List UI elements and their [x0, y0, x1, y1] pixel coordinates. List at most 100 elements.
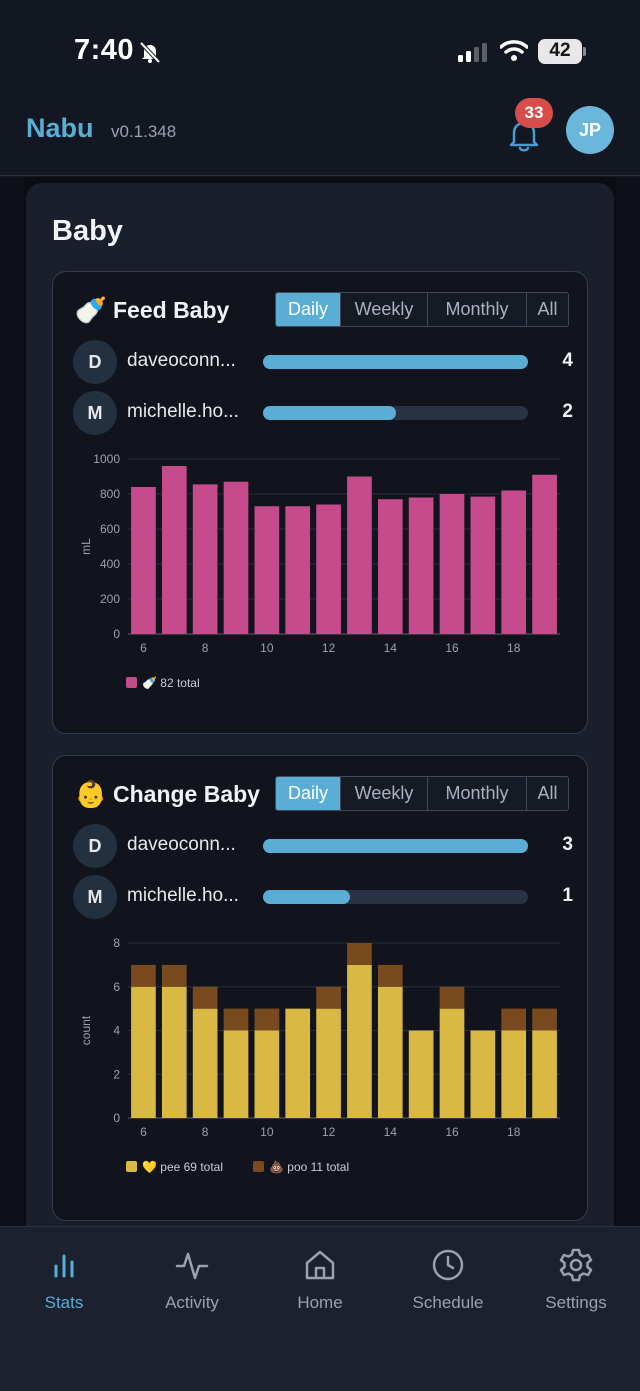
bar: [192, 484, 218, 634]
bar: [161, 964, 187, 987]
user-name: michelle.ho...: [127, 885, 239, 906]
bar: [131, 964, 156, 987]
nav-label: Stats: [44, 1293, 84, 1312]
user-avatar[interactable]: JP: [566, 106, 614, 154]
change-stacked-bar-chart: 0 2 4 6 8 count 6 8 10 12 14 16 18 💛 pee 69 total 💩 po…: [79, 936, 560, 1174]
legend-swatch: [126, 677, 137, 688]
bar: [532, 1008, 557, 1031]
user-initial-avatar: D: [73, 824, 117, 868]
bar: [532, 474, 557, 634]
bar: [470, 496, 496, 634]
bar: [192, 986, 218, 1009]
user-progress-fill: [263, 890, 351, 904]
app-version: v0.1.348: [111, 122, 177, 141]
bar: [501, 1008, 527, 1031]
nav-stats[interactable]: Stats: [0, 1245, 128, 1315]
tab-daily[interactable]: Daily: [276, 293, 341, 326]
y-tick-label: 200: [100, 592, 120, 606]
activity-icon: [175, 1252, 209, 1280]
baby-section-card: Baby 🍼 Feed Baby Daily Weekly Monthly Al…: [26, 183, 614, 1226]
x-tick-label: 12: [322, 1125, 336, 1139]
bar: [347, 964, 372, 1118]
x-tick-label: 14: [384, 1125, 398, 1139]
gear-icon: [559, 1248, 593, 1282]
x-tick-label: 18: [507, 641, 521, 655]
nav-home[interactable]: Home: [256, 1245, 384, 1315]
tab-all[interactable]: All: [527, 293, 568, 326]
bar: [192, 1008, 218, 1118]
status-time: 7:40: [74, 34, 135, 66]
feed-bar-chart: 0 200 400 600 800 1000 mL 6 8 10 12 14 16 18 🍼 82 tota…: [79, 452, 560, 690]
user-name: daveoconn...: [127, 834, 236, 855]
bar: [131, 487, 156, 634]
x-tick-label: 10: [260, 641, 274, 655]
user-progress-fill: [263, 839, 528, 853]
bar: [161, 986, 187, 1118]
y-tick-label: 0: [113, 1111, 120, 1125]
user-initial-avatar: M: [73, 391, 117, 435]
x-tick-label: 6: [140, 1125, 147, 1139]
x-tick-label: 6: [140, 641, 147, 655]
baby-bottle-icon: 🍼: [74, 294, 108, 325]
user-initial-avatar: M: [73, 875, 117, 919]
bar: [161, 466, 187, 634]
user-progress-track: [263, 406, 528, 420]
user-name: daveoconn...: [127, 350, 236, 371]
status-bar: 7:40 42: [0, 0, 640, 100]
y-axis-label: count: [79, 1015, 93, 1045]
bar: [316, 1008, 341, 1118]
y-tick-label: 0: [113, 627, 120, 641]
bar: [347, 943, 372, 965]
tab-weekly[interactable]: Weekly: [341, 777, 428, 810]
period-tabs: Daily Weekly Monthly All: [275, 776, 569, 811]
nav-settings[interactable]: Settings: [512, 1245, 640, 1315]
y-tick-label: 800: [100, 487, 120, 501]
nav-label: Activity: [165, 1293, 219, 1312]
bar: [223, 481, 249, 634]
nav-label: Home: [297, 1293, 343, 1312]
user-row: D daveoconn... 3: [73, 824, 573, 868]
notification-badge: 33: [515, 98, 553, 128]
legend-swatch: [126, 1161, 137, 1172]
home-icon: [305, 1250, 335, 1280]
tab-weekly[interactable]: Weekly: [341, 293, 428, 326]
bar: [377, 986, 403, 1118]
bar: [285, 506, 311, 634]
silent-bell-icon: [139, 41, 161, 64]
x-tick-label: 14: [384, 641, 398, 655]
feed-baby-card: 🍼 Feed Baby Daily Weekly Monthly All D d…: [52, 271, 588, 734]
user-progress-fill: [263, 406, 396, 420]
tab-daily[interactable]: Daily: [276, 777, 341, 810]
clock-icon: [432, 1249, 464, 1281]
bar: [377, 499, 403, 634]
user-progress-track: [263, 839, 528, 853]
bar: [377, 964, 403, 987]
tab-monthly[interactable]: Monthly: [428, 777, 527, 810]
nav-schedule[interactable]: Schedule: [384, 1245, 512, 1315]
tab-monthly[interactable]: Monthly: [428, 293, 527, 326]
y-tick-label: 2: [113, 1067, 120, 1081]
user-count: 2: [562, 401, 573, 422]
bar: [223, 1008, 249, 1031]
bar: [470, 1030, 496, 1118]
user-row: M michelle.ho... 2: [73, 391, 573, 435]
bar: [408, 497, 434, 634]
bar: [532, 1030, 557, 1118]
bar: [439, 1008, 465, 1118]
bar: [439, 494, 465, 634]
bar: [316, 504, 341, 634]
nav-label: Schedule: [412, 1293, 484, 1312]
app-name: Nabu: [26, 113, 94, 143]
bar: [347, 476, 372, 634]
x-tick-label: 16: [445, 1125, 459, 1139]
user-name: michelle.ho...: [127, 401, 239, 422]
period-tabs: Daily Weekly Monthly All: [275, 292, 569, 327]
tab-all[interactable]: All: [527, 777, 568, 810]
nav-activity[interactable]: Activity: [128, 1245, 256, 1315]
bottom-nav: Stats Activity Home Schedule Settings: [0, 1226, 640, 1391]
x-tick-label: 12: [322, 641, 336, 655]
y-tick-label: 6: [113, 980, 120, 994]
x-tick-label: 18: [507, 1125, 521, 1139]
legend-label: 💛 pee 69 total: [142, 1160, 223, 1174]
x-tick-label: 10: [260, 1125, 274, 1139]
